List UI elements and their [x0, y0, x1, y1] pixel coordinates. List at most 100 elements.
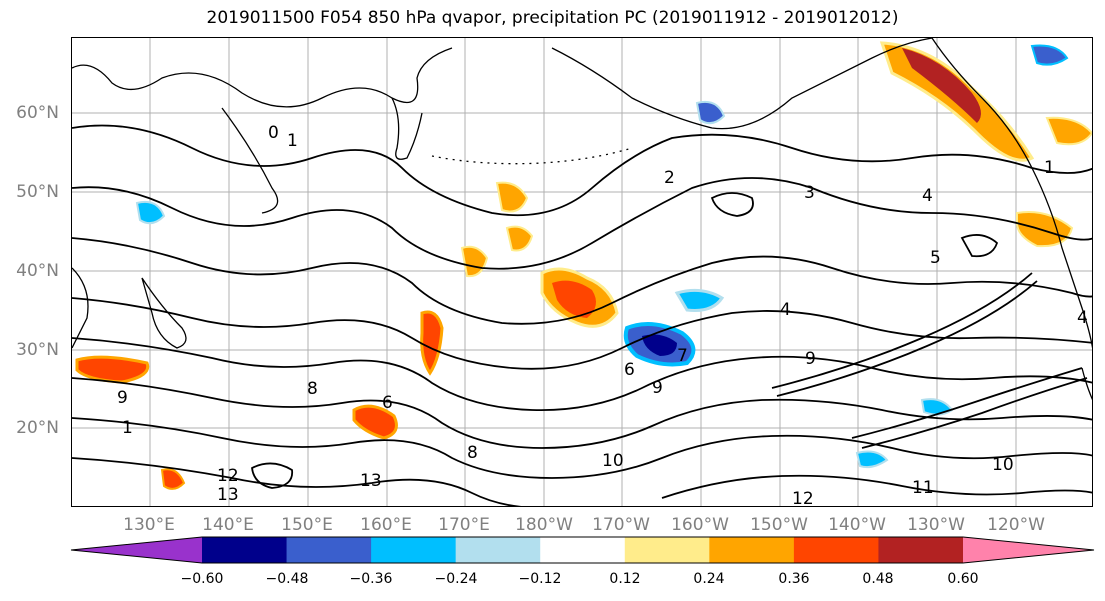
contour-label: 12 — [792, 489, 814, 507]
colorbar-tick-label: −0.60 — [180, 571, 224, 587]
colorbar-extend-low — [71, 537, 202, 563]
lon-label-130w: 130°W — [907, 515, 965, 535]
precip-neg-blob-north — [674, 288, 725, 312]
contour-label: 1 — [122, 418, 133, 438]
map-svg: 0 1 2 3 4 4 5 6 7 8 9 9 10 10 11 12 12 1… — [72, 38, 1092, 507]
lon-label-140w: 140°W — [828, 515, 886, 535]
contour-label: 1 — [1044, 158, 1055, 178]
precip-negative-fills — [135, 44, 1069, 469]
contour-label: 6 — [382, 393, 393, 413]
lon-label-130e: 130°E — [123, 515, 175, 535]
contour-label: 4 — [922, 186, 933, 206]
lon-label-150e: 150°E — [281, 515, 333, 535]
precip-neg-blob-160w — [695, 100, 726, 125]
contour-label: 13 — [217, 485, 239, 505]
contour-4 — [72, 297, 1092, 370]
contour-6 — [72, 377, 1092, 449]
colorbar-segment — [286, 537, 372, 563]
lon-label-170e: 170°E — [438, 515, 490, 535]
contour-closed-b — [251, 462, 294, 489]
lon-label-160e: 160°E — [360, 515, 412, 535]
precip-neg-blob-kuril — [135, 200, 166, 225]
lon-label-150w: 150°W — [750, 515, 808, 535]
contour-label: 4 — [780, 300, 791, 320]
figure-title: 2019011500 F054 850 hPa qvapor, precipit… — [206, 8, 899, 28]
contour-jet-c — [851, 367, 1083, 439]
contour-label: 8 — [467, 443, 478, 463]
contour-8 — [72, 457, 522, 506]
graticule — [72, 38, 1092, 506]
coastline-aleutians — [431, 147, 633, 165]
contour-3 — [72, 237, 1092, 325]
precip-neg-blob-130w — [920, 398, 954, 416]
precip-neg-blob-core — [642, 334, 677, 356]
map-plot-area: 0 1 2 3 4 4 5 6 7 8 9 9 10 10 11 12 12 1… — [71, 37, 1093, 507]
contour-2 — [72, 177, 1092, 270]
coastline-korea-china — [72, 267, 89, 349]
colorbar-extend-high — [963, 537, 1094, 563]
contour-label: 1 — [287, 131, 298, 151]
contour-labels: 0 1 2 3 4 4 5 6 7 8 9 9 10 10 11 12 12 1… — [117, 123, 1088, 507]
colorbar-tick-label: 0.48 — [862, 571, 894, 587]
coastline-alaska — [551, 38, 933, 130]
lat-label-30n: 30°N — [16, 340, 59, 360]
contour-jet-b — [776, 280, 1038, 397]
contour-label: 6 — [624, 360, 635, 380]
colorbar-segment — [371, 537, 457, 563]
lat-label-50n: 50°N — [16, 182, 59, 202]
contour-label: 10 — [602, 451, 624, 471]
colorbar-tick-label: −0.48 — [265, 571, 309, 587]
precip-blob-sw-tropic — [160, 468, 186, 490]
contour-closed-a — [710, 192, 754, 217]
precip-blob-20n-160e — [352, 404, 398, 440]
colorbar-segment — [455, 537, 541, 563]
lat-label-40n: 40°N — [16, 261, 59, 281]
contour-label: 11 — [912, 478, 934, 498]
colorbar-tick-label: 0.60 — [947, 571, 979, 587]
colorbar-segment — [624, 537, 710, 563]
precip-blob-175e — [460, 245, 489, 278]
colorbar-tick-label: 0.24 — [693, 571, 725, 587]
colorbar-tick-label: −0.12 — [518, 571, 562, 587]
contour-label: 0 — [268, 123, 279, 143]
colorbar-segment — [540, 537, 626, 563]
lon-label-160w: 160°W — [671, 515, 729, 535]
precip-blob-180-45n — [505, 225, 534, 252]
contour-label: 7 — [677, 346, 688, 366]
precip-blob-170e — [420, 310, 444, 376]
coastline-kamchatka — [391, 97, 423, 160]
contour-label: 3 — [804, 183, 815, 203]
coastline-japan — [141, 277, 187, 349]
lon-label-140e: 140°E — [202, 515, 254, 535]
colorbar-segments — [71, 537, 1094, 563]
precip-blob-pnw — [1016, 211, 1074, 248]
contour-closed-c — [960, 234, 999, 258]
contour-9 — [661, 474, 1092, 499]
contour-jet-a — [771, 272, 1033, 389]
colorbar-segment — [709, 537, 795, 563]
contour-label: 13 — [360, 471, 382, 491]
contour-label: 9 — [652, 378, 663, 398]
contour-5 — [72, 337, 1092, 412]
lon-label-120w: 120°W — [987, 515, 1045, 535]
colorbar-segment — [878, 537, 964, 563]
lat-label-60n: 60°N — [16, 103, 59, 123]
contour-label: 12 — [217, 466, 239, 486]
precip-blob-alaska-core — [902, 48, 981, 123]
precip-blob-180-52n — [495, 181, 529, 213]
precip-blob-gulf-ak — [1045, 116, 1092, 146]
colorbar-tick-label: 0.12 — [609, 571, 641, 587]
colorbar-segment — [202, 537, 288, 563]
contour-label: 10 — [992, 455, 1014, 475]
precip-blob-midpacific-core — [552, 280, 596, 318]
lat-label-20n: 20°N — [16, 418, 59, 438]
lon-label-180w: 180°W — [515, 515, 573, 535]
qvapor-contours — [72, 124, 1092, 506]
colorbar-segment — [793, 537, 879, 563]
precip-neg-blob-140w — [855, 450, 889, 469]
contour-label: 5 — [930, 248, 941, 268]
contour-label: 9 — [117, 388, 128, 408]
coastline-okhotsk — [221, 107, 279, 214]
contour-label: 4 — [1077, 308, 1088, 328]
lon-label-170w: 170°W — [592, 515, 650, 535]
